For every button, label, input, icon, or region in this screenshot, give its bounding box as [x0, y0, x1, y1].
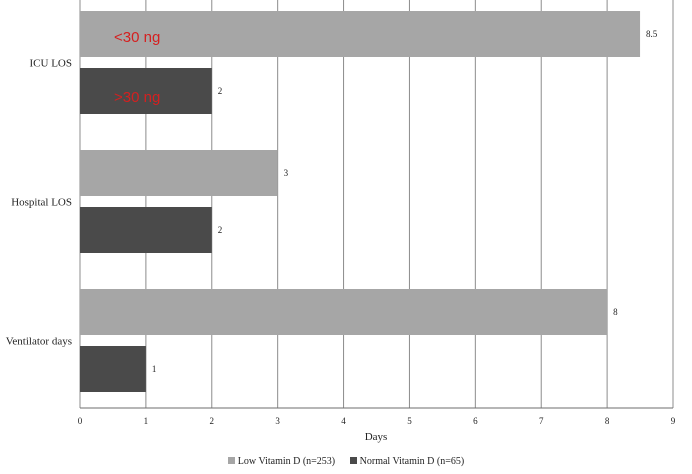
- x-axis: 0 1 2 3 4 5 6 7 8 9: [78, 407, 676, 426]
- data-label: 8: [613, 307, 618, 317]
- category-label: Hospital LOS: [11, 197, 72, 209]
- bar-normal-0: [80, 68, 212, 114]
- data-label: 8.5: [646, 29, 658, 39]
- x-tick-label: 3: [275, 416, 280, 426]
- bar-low-2: [80, 289, 608, 335]
- category-label: Ventilator days: [6, 336, 72, 348]
- legend-label-normal: Normal Vitamin D (n=65): [359, 456, 465, 467]
- x-tick-label: 0: [78, 416, 83, 426]
- legend-swatch-low: [227, 457, 235, 464]
- legend-item-normal: Normal Vitamin D (n=65): [349, 456, 465, 467]
- annotation-low: <30 ng: [114, 29, 160, 46]
- gridlines: [79, 0, 674, 408]
- data-label: 2: [218, 225, 223, 235]
- legend-label-low: Low Vitamin D (n=253): [237, 456, 336, 467]
- data-label: 2: [218, 86, 223, 96]
- legend-item-low: Low Vitamin D (n=253): [227, 456, 336, 467]
- annotation-normal: >30 ng: [114, 89, 160, 106]
- x-tick-label: 1: [144, 416, 149, 426]
- data-label: 3: [284, 168, 289, 178]
- labels: 8.5 2 ICU LOS 3 2 Hospital LOS 8 1 Ventilator da…: [6, 29, 658, 374]
- legend: Low Vitamin D (n=253) Normal Vitamin D (…: [0, 456, 692, 467]
- x-tick-label: 9: [671, 416, 676, 426]
- x-tick-label: 8: [605, 416, 610, 426]
- x-axis-title: Days: [365, 431, 388, 443]
- legend-swatch-normal: [349, 457, 357, 464]
- x-tick-label: 5: [407, 416, 412, 426]
- bar-normal-1: [80, 207, 212, 253]
- bar-low-0: [80, 11, 641, 57]
- x-tick-label: 6: [473, 416, 478, 426]
- category-label: ICU LOS: [30, 58, 72, 70]
- x-tick-label: 7: [539, 416, 544, 426]
- bar-normal-2: [80, 346, 146, 392]
- data-label: 1: [152, 364, 157, 374]
- x-tick-label: 4: [341, 416, 346, 426]
- bars: [80, 11, 641, 392]
- x-tick-label: 2: [210, 416, 215, 426]
- bar-low-1: [80, 150, 278, 196]
